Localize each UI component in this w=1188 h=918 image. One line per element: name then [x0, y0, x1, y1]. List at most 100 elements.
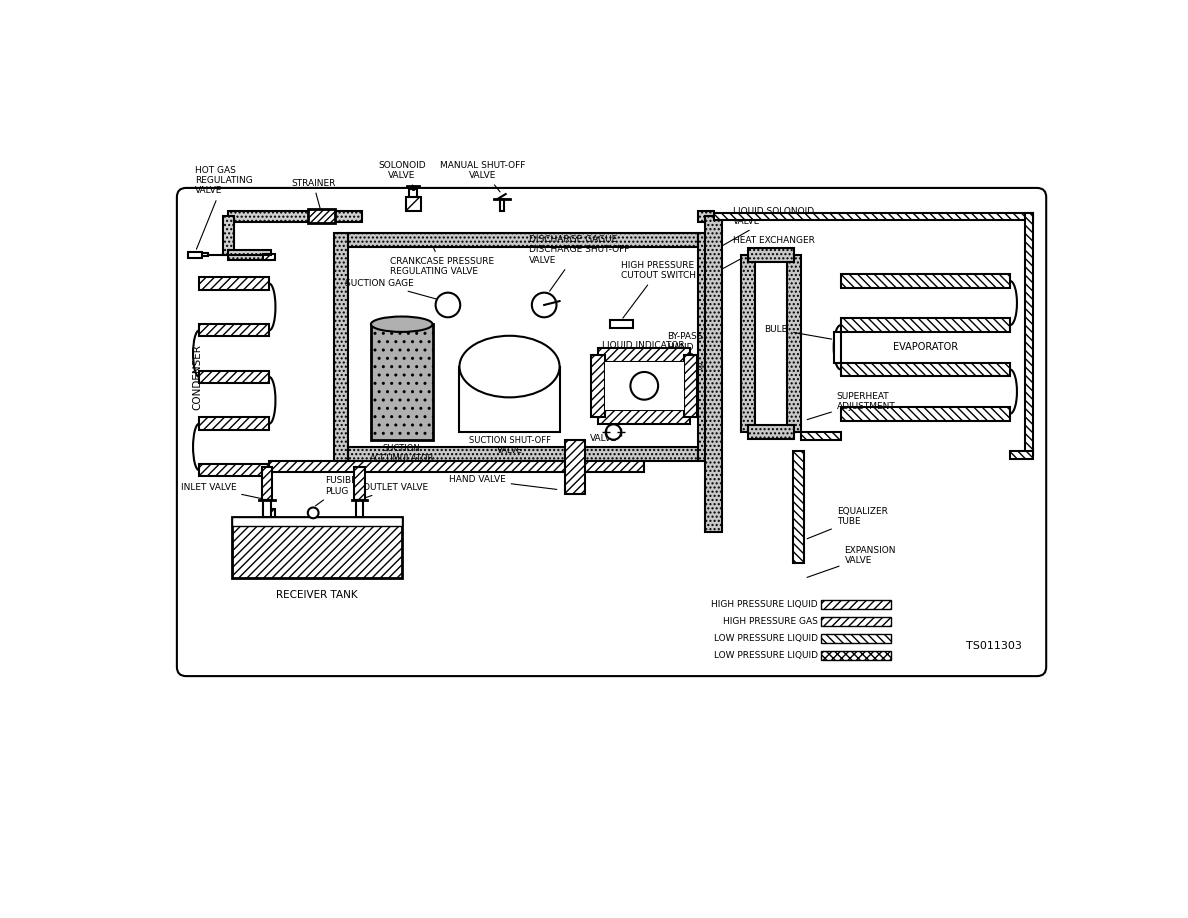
- Bar: [354, 466, 365, 499]
- Text: HOT GAS
REGULATING
VALVE: HOT GAS REGULATING VALVE: [195, 165, 253, 250]
- Circle shape: [436, 293, 460, 318]
- Bar: [202, 253, 208, 256]
- Bar: [741, 255, 756, 432]
- Bar: [1025, 213, 1034, 455]
- Bar: [792, 452, 803, 563]
- Bar: [348, 447, 699, 461]
- Bar: [841, 274, 1010, 288]
- Text: RECEIVER TANK: RECEIVER TANK: [276, 590, 358, 599]
- Bar: [714, 213, 1034, 220]
- Text: INLET VALVE: INLET VALVE: [181, 483, 264, 499]
- Bar: [410, 189, 417, 197]
- Text: STRAINER: STRAINER: [291, 179, 335, 208]
- Text: MANUAL SHUT-OFF
VALVE: MANUAL SHUT-OFF VALVE: [440, 161, 525, 192]
- Bar: [841, 363, 1010, 376]
- Bar: [200, 418, 270, 430]
- Text: LIQUID SOLONOID
VALVE: LIQUID SOLONOID VALVE: [722, 207, 814, 246]
- Bar: [263, 254, 276, 261]
- Bar: [834, 332, 841, 363]
- Bar: [308, 209, 335, 223]
- Bar: [405, 197, 421, 211]
- Bar: [683, 355, 697, 417]
- Bar: [1010, 452, 1034, 459]
- Text: HIGH PRESSURE
CUTOUT SWITCH: HIGH PRESSURE CUTOUT SWITCH: [621, 261, 696, 319]
- Ellipse shape: [460, 336, 560, 397]
- FancyBboxPatch shape: [177, 188, 1047, 677]
- Bar: [841, 319, 1010, 332]
- Bar: [699, 233, 712, 461]
- Text: LIQUID INDICATOR: LIQUID INDICATOR: [602, 341, 684, 351]
- Bar: [200, 324, 270, 337]
- Text: EQUALIZER
TUBE: EQUALIZER TUBE: [807, 507, 887, 539]
- Text: FUSIBLE
PLUG: FUSIBLE PLUG: [316, 476, 361, 506]
- Bar: [821, 633, 891, 643]
- Text: HAND VALVE: HAND VALVE: [449, 476, 557, 489]
- Bar: [263, 499, 271, 517]
- Text: DEHYDRATOR: DEHYDRATOR: [475, 460, 573, 469]
- Bar: [748, 425, 795, 439]
- Bar: [821, 651, 891, 660]
- Text: TS011303: TS011303: [966, 642, 1022, 652]
- Bar: [371, 324, 432, 440]
- Bar: [228, 250, 271, 261]
- Text: HEAT EXCHANGER: HEAT EXCHANGER: [722, 236, 815, 269]
- Text: SUCTION
ACCUMULATOR: SUCTION ACCUMULATOR: [369, 443, 434, 463]
- Bar: [706, 217, 722, 532]
- Bar: [609, 320, 633, 328]
- Bar: [821, 599, 891, 610]
- Text: HIGH PRESSURE LIQUID: HIGH PRESSURE LIQUID: [710, 600, 817, 609]
- Text: BY-PASS
HAND
VALVE
CLOSED: BY-PASS HAND VALVE CLOSED: [653, 332, 703, 421]
- Bar: [200, 277, 270, 290]
- Text: OUTLET VALVE: OUTLET VALVE: [362, 483, 429, 498]
- Text: SOLONOID
VALVE: SOLONOID VALVE: [378, 161, 425, 186]
- Text: HIGH PRESSURE GAS: HIGH PRESSURE GAS: [722, 617, 817, 626]
- Bar: [802, 432, 841, 440]
- Text: VALVE: VALVE: [590, 434, 618, 442]
- Bar: [263, 509, 276, 517]
- Bar: [200, 371, 270, 383]
- Bar: [223, 217, 234, 255]
- Bar: [499, 198, 504, 211]
- Text: EXPANSION
VALVE: EXPANSION VALVE: [807, 545, 896, 577]
- Bar: [788, 255, 802, 432]
- Circle shape: [532, 293, 556, 318]
- Bar: [228, 211, 361, 222]
- Bar: [598, 409, 690, 423]
- Bar: [565, 440, 584, 494]
- Bar: [605, 362, 683, 409]
- Bar: [348, 233, 699, 247]
- Bar: [233, 517, 402, 578]
- Bar: [189, 252, 202, 258]
- Bar: [592, 355, 605, 417]
- Ellipse shape: [371, 317, 432, 332]
- Text: SUPERHEAT
ADJUSTMENT: SUPERHEAT ADJUSTMENT: [807, 391, 896, 420]
- Bar: [233, 517, 402, 526]
- Bar: [334, 233, 348, 461]
- Bar: [598, 348, 690, 362]
- Text: COMPRESSOR: COMPRESSOR: [475, 346, 544, 356]
- Bar: [748, 248, 795, 262]
- Bar: [699, 211, 714, 222]
- Bar: [267, 504, 270, 514]
- Circle shape: [606, 424, 621, 440]
- Text: CONDENSER: CONDENSER: [192, 344, 203, 410]
- Text: DISCHARGE GAGUE
DISCHARGE SHUT-OFF
VALVE: DISCHARGE GAGUE DISCHARGE SHUT-OFF VALVE: [529, 235, 630, 291]
- Bar: [348, 247, 699, 447]
- Circle shape: [308, 508, 318, 519]
- Bar: [575, 461, 644, 472]
- Text: LOW PRESSURE LIQUID: LOW PRESSURE LIQUID: [714, 651, 817, 660]
- Bar: [270, 461, 575, 472]
- Text: LOW PRESSURE LIQUID: LOW PRESSURE LIQUID: [714, 634, 817, 643]
- Bar: [460, 366, 560, 432]
- Text: EVAPORATOR: EVAPORATOR: [892, 342, 958, 353]
- Text: CRANKCASE PRESSURE
REGULATING VALVE: CRANKCASE PRESSURE REGULATING VALVE: [390, 248, 494, 276]
- Text: SUCTION GAGE: SUCTION GAGE: [345, 279, 442, 300]
- Bar: [200, 465, 270, 476]
- Bar: [355, 499, 364, 517]
- Text: BULB: BULB: [765, 325, 832, 339]
- Circle shape: [631, 372, 658, 399]
- Bar: [261, 466, 272, 499]
- Bar: [821, 617, 891, 626]
- Bar: [841, 407, 1010, 420]
- Text: SUCTION SHUT-OFF
VALVE: SUCTION SHUT-OFF VALVE: [468, 436, 550, 455]
